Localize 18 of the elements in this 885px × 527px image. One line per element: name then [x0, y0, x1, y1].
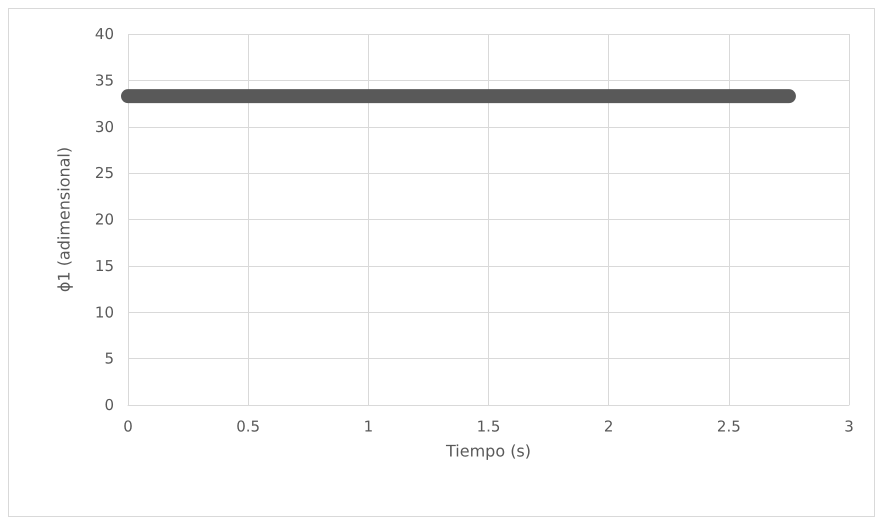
y-tick-label: 35	[94, 71, 114, 90]
x-tick-label: 3	[844, 418, 854, 436]
x-tick-label: 2.5	[716, 418, 741, 436]
y-tick-label: 15	[94, 256, 114, 275]
y-tick-label: 0	[104, 396, 114, 414]
x-tick-label: 0.5	[236, 418, 260, 436]
x-tick-label: 2	[604, 418, 614, 436]
x-tick-label: 1	[364, 418, 374, 436]
x-tick-label: 1.5	[476, 418, 500, 436]
y-tick-label: 20	[94, 210, 114, 228]
y-tick-label: 30	[94, 118, 114, 136]
x-axis-title: Tiempo (s)	[444, 442, 532, 460]
y-tick-label: 25	[94, 164, 114, 182]
y-tick-label: 10	[94, 303, 114, 322]
x-tick-label: 0	[123, 418, 133, 436]
y-tick-label: 40	[94, 25, 114, 43]
y-axis-title: ϕ1 (adimensional)	[54, 146, 74, 292]
y-tick-label: 5	[104, 350, 114, 368]
